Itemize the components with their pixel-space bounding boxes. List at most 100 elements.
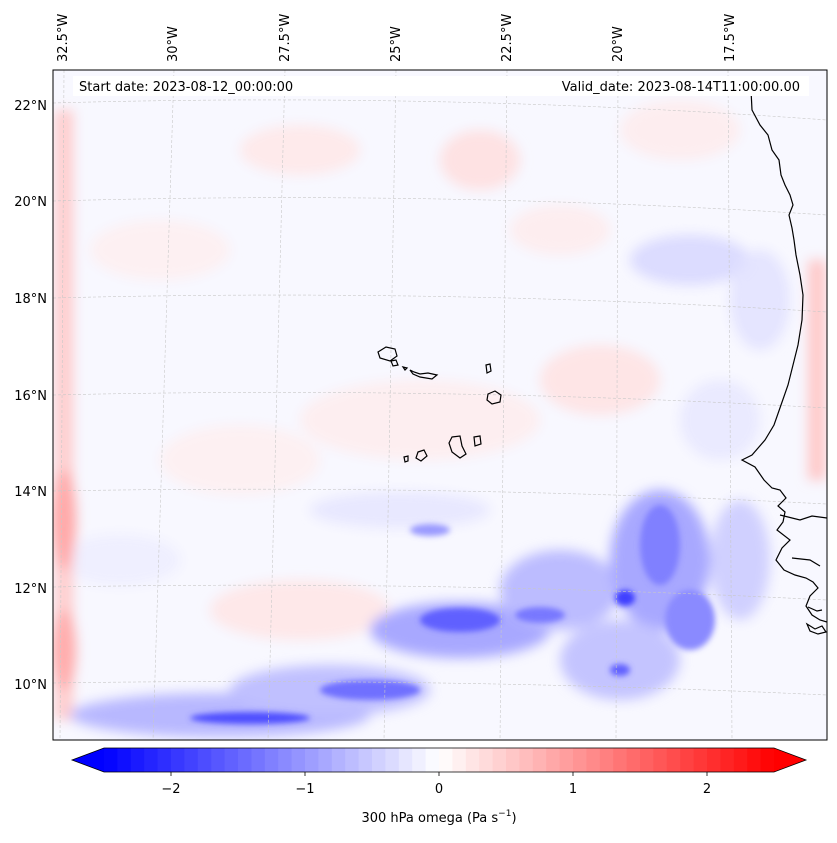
- island-santiago: [448, 435, 467, 459]
- colorbar-segment: [318, 748, 333, 772]
- lat-label: 14°N: [14, 485, 47, 500]
- lat-label: 12°N: [14, 582, 47, 597]
- map-panel: [53, 70, 827, 740]
- colorbar-segment: [398, 748, 413, 772]
- date-header-band: [73, 76, 809, 96]
- colorbar-label-exponent: −1: [498, 809, 511, 819]
- colorbar-segment: [171, 748, 185, 772]
- island-boa-vista: [486, 390, 502, 405]
- colorbar-segment: [211, 748, 226, 772]
- colorbar-segment: [251, 748, 266, 772]
- colorbar-segment: [465, 748, 480, 772]
- island-sal: [485, 363, 492, 374]
- colorbar-segment: [331, 748, 346, 772]
- colorbar-segment: [157, 748, 172, 772]
- colorbar-segment: [720, 748, 735, 772]
- colorbar-segment: [506, 748, 520, 772]
- start-date: Start date: 2023-08-12_00:00:00: [79, 80, 293, 95]
- colorbar-segment: [264, 748, 279, 772]
- lon-label: 25°W: [389, 26, 404, 62]
- colorbar-segment: [358, 748, 373, 772]
- colorbar-segment: [144, 748, 159, 772]
- island-sao-vicente: [390, 359, 399, 367]
- colorbar-segment: [586, 748, 601, 772]
- colorbar-tick-label: 1: [569, 782, 577, 797]
- colorbar-segment: [707, 748, 721, 772]
- africa-coastline: [740, 89, 827, 623]
- lon-label: 30°W: [166, 26, 181, 62]
- colorbar-segment: [653, 748, 668, 772]
- island-brava: [403, 455, 409, 463]
- colorbar-segment: [693, 748, 708, 772]
- colorbar-ticks: [170, 772, 708, 776]
- lon-label: 22.5°W: [500, 14, 515, 62]
- colorbar-segment: [345, 748, 360, 772]
- colorbar-segment: [452, 748, 467, 772]
- colorbar-label-main: 300 hPa omega (Pa s: [361, 811, 498, 826]
- lon-label: 27.5°W: [278, 14, 293, 62]
- colorbar-segment: [104, 748, 118, 772]
- colorbar-segment: [733, 748, 748, 772]
- colorbar-label-close: ): [511, 811, 516, 826]
- lon-label: 17.5°W: [723, 14, 738, 62]
- lon-label: 20°W: [611, 26, 626, 62]
- colorbar: −2 −1 0 1 2 300 hPa omega (Pa s−1): [70, 747, 808, 826]
- colorbar-segment: [680, 748, 695, 772]
- coastlines: [740, 89, 827, 635]
- colorbar-segment: [492, 748, 507, 772]
- colorbar-segment: [117, 748, 132, 772]
- lat-label: 22°N: [14, 99, 47, 114]
- colorbar-segment: [519, 748, 534, 772]
- colorbar-segment: [613, 748, 628, 772]
- colorbar-segment: [425, 748, 440, 772]
- colorbar-tick-label: −1: [295, 782, 314, 797]
- colorbar-segment: [197, 748, 212, 772]
- cape-verde-islands: [377, 346, 502, 463]
- colorbar-segment: [412, 748, 427, 772]
- colorbar-outline: [70, 747, 808, 773]
- colorbar-segment: [305, 748, 319, 772]
- island-fogo: [415, 449, 428, 462]
- colorbar-segment: [479, 748, 494, 772]
- island-santo-antao: [377, 346, 398, 362]
- colorbar-extend-max: [774, 748, 806, 772]
- lat-label: 10°N: [14, 678, 47, 693]
- lat-label: 18°N: [14, 292, 47, 307]
- colorbar-segment: [626, 748, 641, 772]
- colorbar-segment: [599, 748, 614, 772]
- island-maio: [473, 435, 482, 447]
- map-frame: [52, 69, 828, 741]
- colorbar-extend-min: [72, 748, 104, 772]
- lat-label: 16°N: [14, 389, 47, 404]
- island-sao-nicolau: [409, 369, 439, 380]
- colorbar-segment: [559, 748, 574, 772]
- colorbar-segment: [238, 748, 252, 772]
- colorbar-tick-label: 2: [703, 782, 711, 797]
- lat-label: 20°N: [14, 195, 47, 210]
- island-santa-luzia: [401, 366, 409, 371]
- colorbar-segment: [640, 748, 654, 772]
- colorbar-segment: [291, 748, 306, 772]
- colorbar-tick-label: 0: [435, 782, 443, 797]
- colorbar-segment: [224, 748, 239, 772]
- lon-label: 32.5°W: [56, 14, 71, 62]
- valid-date: Valid_date: 2023-08-14T11:00:00.00: [562, 80, 800, 95]
- colorbar-segment: [439, 748, 453, 772]
- colorbar-segment: [532, 748, 547, 772]
- colorbar-segment: [184, 748, 199, 772]
- colorbar-segment: [573, 748, 587, 772]
- colorbar-segment: [278, 748, 293, 772]
- omega-field-strong: [190, 505, 715, 724]
- colorbar-segment: [666, 748, 681, 772]
- colorbar-tick-label: −2: [161, 782, 180, 797]
- colorbar-segment: [385, 748, 400, 772]
- colorbar-label: 300 hPa omega (Pa s−1): [361, 809, 516, 826]
- colorbar-segment: [747, 748, 762, 772]
- colorbar-segment: [760, 748, 775, 772]
- colorbar-segments: [72, 748, 806, 772]
- gridlines: [53, 70, 827, 740]
- colorbar-segment: [130, 748, 145, 772]
- longitude-labels: 32.5°W 30°W 27.5°W 25°W 22.5°W 20°W 17.5…: [56, 14, 738, 62]
- colorbar-segment: [546, 748, 561, 772]
